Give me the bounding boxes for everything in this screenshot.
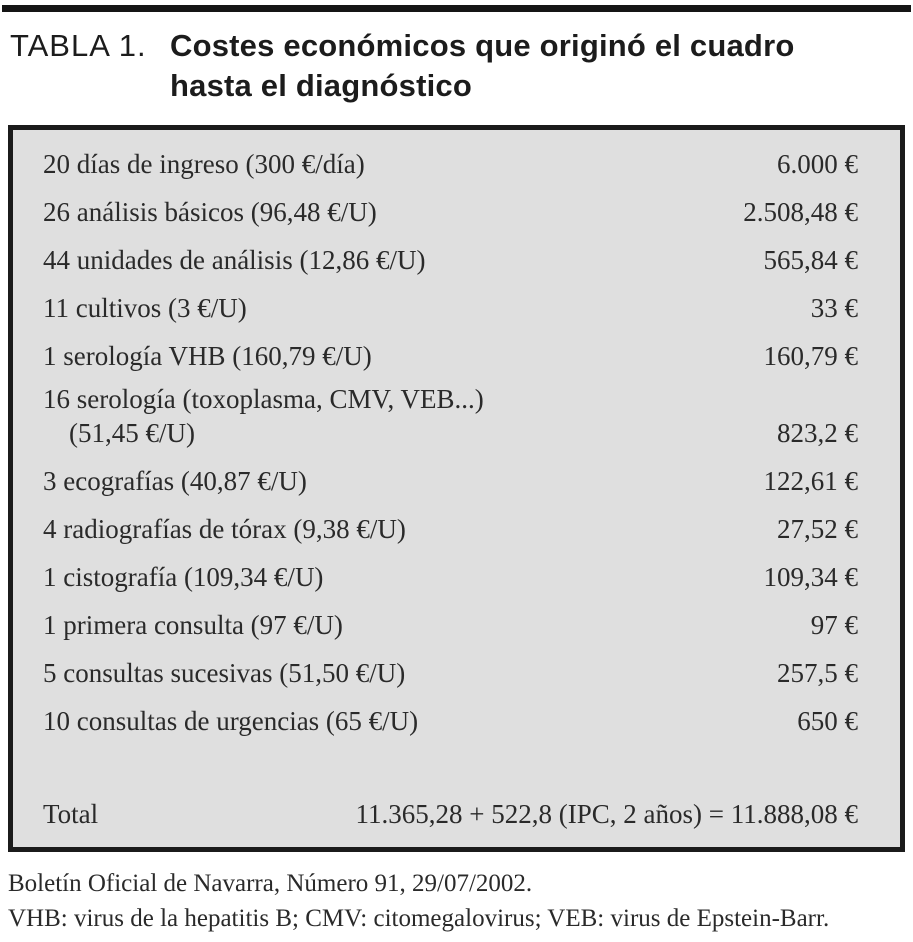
row-item-label: 44 unidades de análisis (12,86 €/U) [43, 245, 426, 275]
row-item-value: 650 € [797, 706, 858, 736]
row-item-value: 109,34 € [763, 562, 859, 592]
row-item-label: 1 serología VHB (160,79 €/U) [43, 341, 372, 371]
row-item-value: 6.000 € [777, 149, 858, 179]
row-item-label: 20 días de ingreso (300 €/día) [43, 149, 365, 179]
row-item-value: 160,79 € [763, 341, 859, 371]
header-rule [2, 5, 911, 12]
table-row: 26 análisis básicos (96,48 €/U) 2.508,48… [43, 190, 858, 238]
row-item-label: 5 consultas sucesivas (51,50 €/U) [43, 658, 406, 688]
footnote-source: Boletín Oficial de Navarra, Número 91, 2… [8, 870, 533, 897]
table-footnotes: Boletín Oficial de Navarra, Número 91, 2… [0, 852, 913, 936]
row-item-label: 4 radiografías de tórax (9,38 €/U) [43, 514, 406, 544]
table-row: 5 consultas sucesivas (51,50 €/U) 257,5 … [43, 651, 858, 699]
table-row: 4 radiografías de tórax (9,38 €/U) 27,52… [43, 507, 858, 555]
total-formula: 11.365,28 + 522,8 (IPC, 2 años) = 11.888… [355, 799, 858, 829]
table-row: 10 consultas de urgencias (65 €/U) 650 € [43, 699, 858, 747]
row-item-label: 1 primera consulta (97 €/U) [43, 610, 343, 640]
table-row: 3 ecografías (40,87 €/U) 122,61 € [43, 459, 858, 507]
table-row: 11 cultivos (3 €/U) 33 € [43, 286, 858, 334]
table-row: 1 cistografía (109,34 €/U) 109,34 € [43, 555, 858, 603]
table-row-two-lines: 16 serología (toxoplasma, CMV, VEB...) (… [43, 382, 858, 459]
row-item-value: 122,61 € [763, 466, 859, 496]
table-caption-number: TABLA 1. [10, 28, 147, 63]
table-caption: TABLA 1. Costes económicos que originó e… [0, 12, 913, 106]
row-item-label: 16 serología (toxoplasma, CMV, VEB...) (… [43, 382, 484, 450]
row-item-value: 257,5 € [777, 658, 858, 688]
row-item-label: 11 cultivos (3 €/U) [43, 293, 247, 323]
total-label: Total [43, 799, 99, 829]
row-item-label: 1 cistografía (109,34 €/U) [43, 562, 324, 592]
table-row: 20 días de ingreso (300 €/día) 6.000 € [43, 142, 858, 190]
table-row: 1 serología VHB (160,79 €/U) 160,79 € [43, 334, 858, 382]
row-item-value: 2.508,48 € [743, 197, 858, 227]
row-item-label: 3 ecografías (40,87 €/U) [43, 466, 307, 496]
row-item-label-line1: 16 serología (toxoplasma, CMV, VEB...) [43, 384, 484, 414]
row-item-value: 565,84 € [763, 245, 859, 275]
row-item-label: 10 consultas de urgencias (65 €/U) [43, 706, 419, 736]
footnote-abbreviations: VHB: virus de la hepatitis B; CMV: citom… [8, 905, 830, 932]
row-item-value: 823,2 € [777, 418, 858, 448]
cost-table: 20 días de ingreso (300 €/día) 6.000 € 2… [8, 125, 905, 852]
table-row: 1 primera consulta (97 €/U) 97 € [43, 603, 858, 651]
table-row: 44 unidades de análisis (12,86 €/U) 565,… [43, 238, 858, 286]
row-item-value: 33 € [810, 293, 858, 323]
row-item-value: 27,52 € [777, 514, 858, 544]
table-total-row: Total 11.365,28 + 522,8 (IPC, 2 años) = … [43, 783, 858, 831]
table-caption-title-line2: hasta el diagnóstico [170, 68, 473, 103]
row-item-label-line2: (51,45 €/U) [69, 418, 195, 448]
table-caption-title: Costes económicos que originó el cuadro … [170, 26, 794, 106]
table-caption-title-line1: Costes económicos que originó el cuadro [170, 28, 795, 63]
row-item-label: 26 análisis básicos (96,48 €/U) [43, 197, 377, 227]
row-item-value: 97 € [810, 610, 858, 640]
